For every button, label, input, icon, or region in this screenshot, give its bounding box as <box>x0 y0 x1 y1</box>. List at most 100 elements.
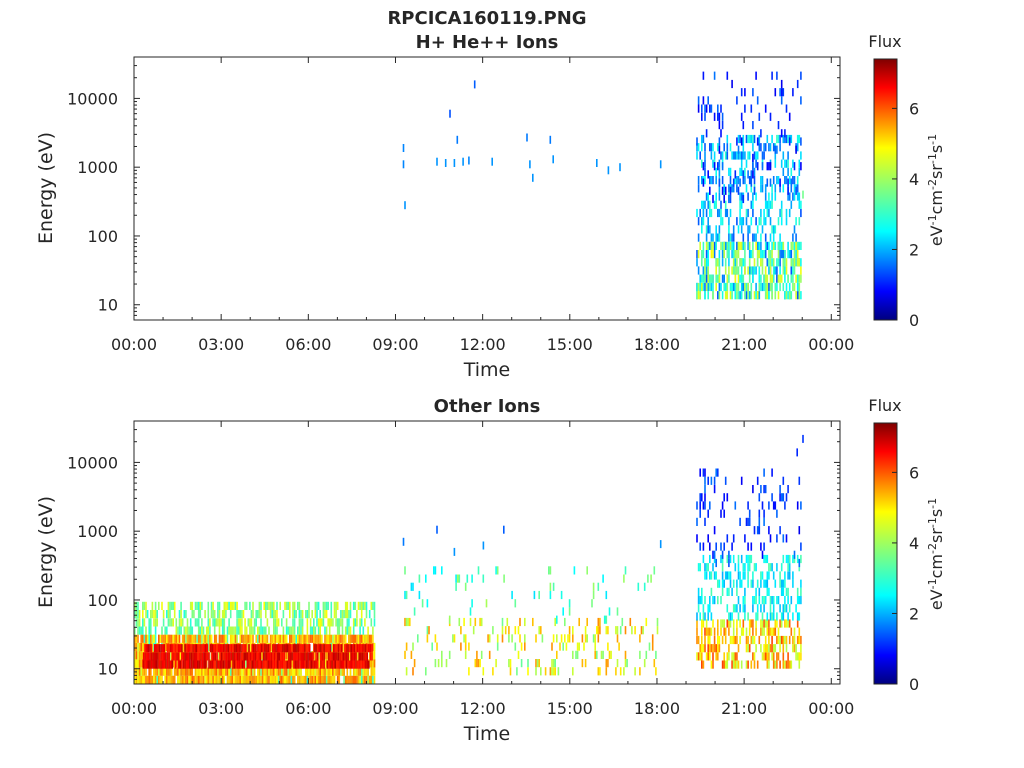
flux-cell <box>359 618 361 627</box>
flux-cell <box>740 137 743 146</box>
flux-cell <box>208 660 210 669</box>
flux-cell <box>736 627 738 636</box>
flux-cell <box>756 258 759 267</box>
flux-cell <box>747 134 749 144</box>
flux-cell <box>800 542 802 551</box>
flux-cell <box>724 627 727 636</box>
flux-cell <box>232 644 234 653</box>
flux-cell <box>776 534 778 543</box>
flux-cell <box>551 667 553 676</box>
flux-cell <box>736 604 738 613</box>
flux-cell <box>736 660 738 669</box>
flux-cell <box>710 104 713 113</box>
y-axis-label: Energy (eV) <box>35 132 57 244</box>
flux-cell <box>441 659 443 668</box>
flux-cell <box>298 667 301 676</box>
flux-cell <box>744 571 746 580</box>
flux-cell <box>336 601 339 610</box>
flux-cell <box>551 642 553 651</box>
flux-cell <box>780 563 783 572</box>
flux-cell <box>295 634 297 643</box>
flux-cell <box>373 659 376 668</box>
flux-cell <box>728 612 730 621</box>
flux-cell <box>137 634 139 643</box>
flux-cell <box>732 266 735 275</box>
flux-cell <box>718 167 721 176</box>
flux-cell <box>651 634 654 643</box>
flux-cell <box>338 626 341 635</box>
flux-cell <box>201 660 204 669</box>
flux-cell <box>217 675 219 684</box>
flux-cell <box>800 96 802 105</box>
flux-cell <box>787 151 789 160</box>
flux-cell <box>784 571 786 580</box>
flux-cell <box>269 610 272 619</box>
flux-cell <box>744 534 746 543</box>
flux-cell <box>715 233 717 242</box>
flux-cell <box>756 291 759 300</box>
flux-cell <box>701 250 703 259</box>
flux-cell <box>721 162 724 171</box>
flux-cell <box>784 129 786 138</box>
flux-cell <box>185 626 187 635</box>
flux-cell <box>255 675 257 684</box>
flux-cell <box>568 634 571 643</box>
flux-cell <box>357 675 360 684</box>
flux-cell <box>785 587 788 596</box>
flux-cell <box>262 644 265 653</box>
flux-cell <box>356 610 358 619</box>
flux-cell <box>795 217 797 226</box>
flux-cell <box>766 162 769 171</box>
flux-cell <box>314 634 317 643</box>
flux-cell <box>277 667 280 676</box>
flux-cell <box>225 610 227 619</box>
flux-cell <box>705 258 708 267</box>
flux-cell <box>707 200 709 209</box>
flux-cell <box>307 644 309 653</box>
flux-cell <box>237 644 239 653</box>
flux-cell <box>185 660 188 669</box>
flux-cell <box>784 635 786 645</box>
flux-cell <box>209 667 211 676</box>
flux-cell <box>150 610 152 619</box>
flux-cell <box>707 96 709 105</box>
flux-cell <box>645 617 648 627</box>
flux-cell <box>209 675 211 684</box>
flux-cell <box>346 610 349 619</box>
flux-cell <box>273 610 275 619</box>
flux-cell <box>712 660 714 669</box>
flux-cell <box>726 71 729 80</box>
flux-cell <box>704 635 706 645</box>
flux-cell <box>437 659 440 668</box>
flux-cell <box>753 134 756 144</box>
flux-cell <box>764 652 767 661</box>
flux-cell <box>201 675 203 684</box>
flux-cell <box>713 485 716 494</box>
flux-cell <box>742 627 745 636</box>
flux-cell <box>192 652 194 661</box>
flux-cell <box>365 610 368 619</box>
flux-cell <box>793 184 796 193</box>
flux-cell <box>301 610 304 619</box>
flux-cell <box>760 542 762 551</box>
flux-cell <box>717 162 719 171</box>
flux-cell <box>758 493 761 502</box>
flux-cell <box>181 652 183 661</box>
flux-cell <box>250 667 253 676</box>
flux-cell <box>790 660 793 669</box>
flux-cell <box>731 652 733 661</box>
flux-cell <box>273 667 275 676</box>
flux-cell <box>252 626 254 635</box>
flux-cell <box>223 675 226 684</box>
flux-cell <box>201 652 204 661</box>
flux-cell <box>199 667 202 676</box>
flux-cell <box>320 652 322 661</box>
flux-cell <box>330 634 333 643</box>
flux-cell <box>309 667 312 676</box>
flux-cell <box>218 626 221 635</box>
flux-cell <box>365 634 368 643</box>
flux-cell <box>699 282 701 292</box>
flux-cell <box>178 675 181 684</box>
flux-cell <box>147 644 150 653</box>
flux-cell <box>744 167 746 176</box>
